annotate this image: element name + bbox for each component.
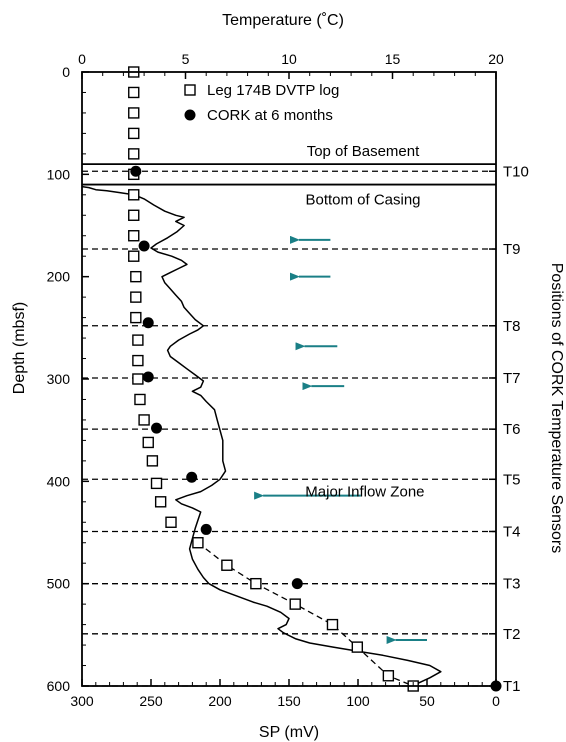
sp-series — [81, 185, 442, 687]
top-tick-label: 10 — [281, 51, 297, 67]
left-tick-label: 400 — [47, 473, 71, 489]
sensor-label-t1: T1 — [503, 678, 521, 695]
dvtp-point — [128, 250, 140, 262]
left-tick-label: 200 — [47, 269, 71, 285]
dvtp-point — [154, 496, 167, 508]
dvtp-point — [132, 373, 144, 385]
bottom-tick-label: 200 — [208, 693, 232, 709]
bottom-tick-label: 0 — [492, 693, 500, 709]
sensor-label-t8: T8 — [503, 318, 521, 335]
sensor-label-t4: T4 — [503, 523, 521, 540]
left-tick-label: 0 — [62, 64, 70, 80]
legend-circle-marker — [184, 109, 196, 121]
bottom-axis-title: SP (mV) — [259, 724, 319, 741]
dvtp-point — [130, 311, 142, 324]
sensor-label-t6: T6 — [503, 421, 521, 438]
dvtp-point — [382, 670, 395, 682]
bottom-of-casing-label: Bottom of Casing — [305, 192, 420, 209]
top-axis-title: Temperature (˚C) — [222, 12, 344, 29]
bottom-tick-label: 250 — [139, 693, 163, 709]
dvtp-point — [130, 291, 142, 303]
dvtp-point — [128, 148, 140, 160]
dvtp-point — [165, 516, 177, 528]
dvtp-point — [150, 477, 163, 490]
legend-dvtp-label: Leg 174B DVTP log — [207, 82, 339, 99]
dvtp-point — [128, 86, 140, 99]
dvtp-point — [130, 270, 142, 283]
bottom-tick-label: 300 — [70, 693, 94, 709]
dvtp-point — [250, 577, 262, 590]
cork-point — [200, 523, 212, 535]
axes — [81, 71, 497, 687]
sensor-label-t10: T10 — [503, 163, 529, 180]
top-tick-label: 5 — [182, 51, 190, 67]
dvtp-point — [128, 127, 140, 140]
left-tick-label: 100 — [47, 166, 71, 182]
sensor-label-t2: T2 — [503, 626, 521, 643]
markers — [128, 66, 502, 692]
cork-point — [291, 578, 303, 590]
legend-square-marker — [184, 84, 196, 96]
cork-point — [186, 471, 198, 483]
dvtp-point — [128, 107, 140, 119]
dvtp-point — [128, 230, 140, 242]
dvtp-point — [221, 559, 233, 571]
top-tick-label: 15 — [385, 51, 401, 67]
dvtp-point — [326, 618, 339, 631]
left-tick-label: 500 — [47, 576, 71, 592]
legend: Leg 174B DVTP log CORK at 6 months — [184, 82, 339, 124]
dvtp-point — [142, 436, 154, 449]
dvtp-point — [132, 334, 144, 346]
cork-point — [138, 240, 150, 252]
dvtp-point — [351, 641, 364, 653]
sensor-label-t9: T9 — [503, 241, 521, 258]
sp-line — [81, 185, 442, 687]
dvtp-point — [128, 189, 140, 201]
dvtp-point — [192, 537, 204, 549]
top-tick-label: 0 — [78, 51, 86, 67]
cork-point — [142, 317, 154, 329]
left-tick-label: 600 — [47, 678, 71, 694]
cork-point — [151, 422, 163, 434]
dvtp-point — [146, 455, 159, 467]
sensor-label-t7: T7 — [503, 370, 521, 387]
bottom-tick-label: 50 — [419, 693, 435, 709]
dvtp-point — [132, 354, 144, 367]
dvtp-point — [289, 598, 301, 610]
bottom-tick-label: 150 — [277, 693, 301, 709]
right-axis-title: Positions of CORK Temperature Sensors — [548, 263, 565, 554]
cork-point — [142, 371, 154, 383]
sensor-label-t5: T5 — [503, 471, 521, 488]
legend-cork-label: CORK at 6 months — [207, 107, 333, 124]
top-tick-label: 20 — [488, 51, 504, 67]
inflow-arrows — [254, 235, 427, 644]
dvtp-point — [138, 414, 150, 426]
dvtp-point — [128, 209, 140, 221]
dvtp-point — [134, 393, 146, 406]
bottom-tick-label: 100 — [346, 693, 370, 709]
major-inflow-zone-label: Major Inflow Zone — [305, 484, 424, 501]
cork-point — [130, 165, 142, 177]
sensor-label-t3: T3 — [503, 576, 521, 593]
left-tick-label: 300 — [47, 371, 71, 387]
top-of-basement-label: Top of Basement — [307, 143, 420, 160]
left-axis-title: Depth (mbsf) — [11, 302, 28, 394]
